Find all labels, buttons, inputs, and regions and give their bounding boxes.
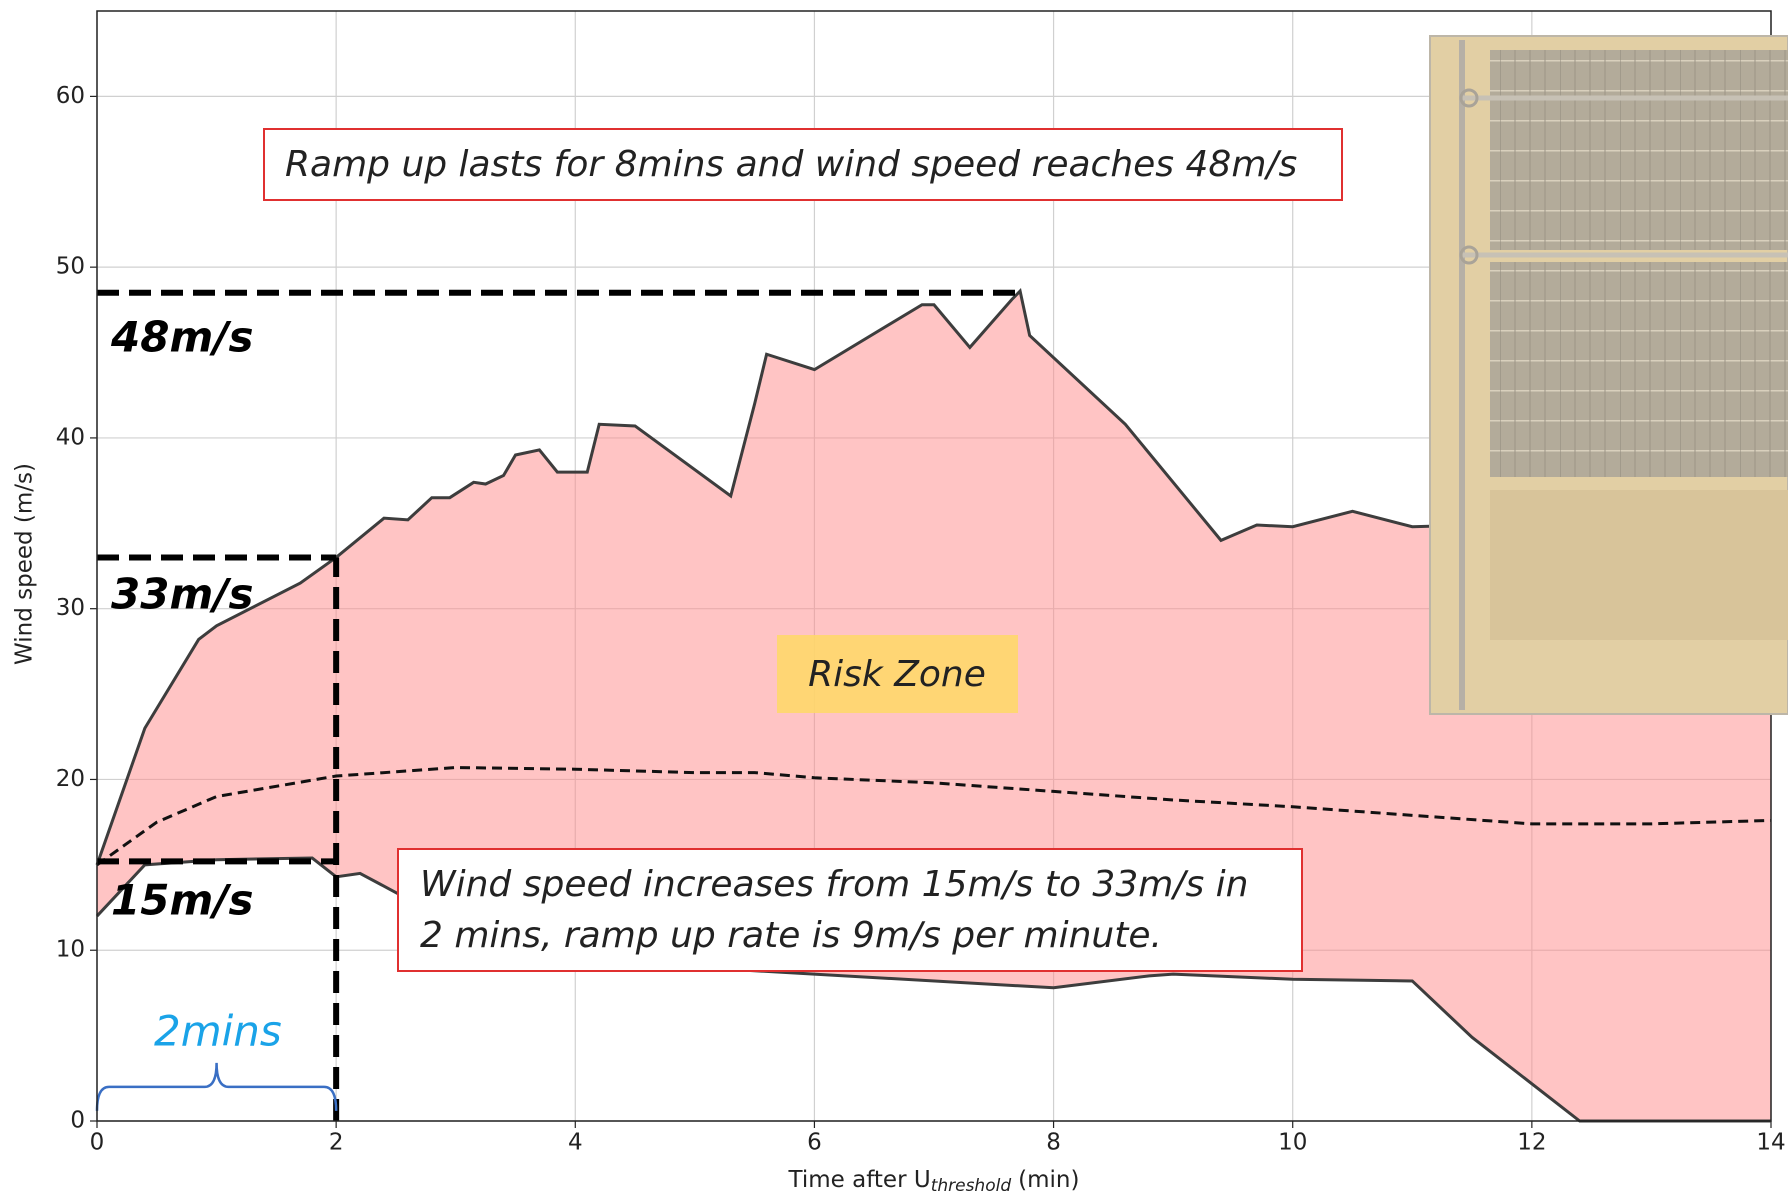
level-label: 33m/s bbox=[111, 570, 254, 619]
annotation-text: Wind speed increases from 15m/s to 33m/s… bbox=[420, 864, 1248, 905]
zone-label: Risk Zone bbox=[808, 654, 986, 695]
x-tick-label: 2 bbox=[329, 1130, 344, 1156]
x-tick-label: 4 bbox=[568, 1130, 583, 1156]
y-tick-label: 30 bbox=[56, 595, 85, 621]
x-axis-label: Time after Uthreshold (min) bbox=[788, 1167, 1080, 1196]
x-tick-label: 10 bbox=[1278, 1130, 1307, 1156]
x-tick-label: 14 bbox=[1756, 1130, 1785, 1156]
y-axis-label: Wind speed (m/s) bbox=[12, 463, 38, 665]
interval-label: 2mins bbox=[154, 1007, 282, 1056]
y-tick-label: 10 bbox=[56, 937, 85, 963]
interval-brace bbox=[95, 1062, 338, 1111]
annotation-2: Wind speed increases from 15m/s to 33m/s… bbox=[397, 848, 1303, 972]
x-label-main: Time after U bbox=[788, 1167, 931, 1193]
annotation-text: Ramp up lasts for 8mins and wind speed r… bbox=[285, 144, 1297, 185]
annotation-text: 2 mins, ramp up rate is 9m/s per minute. bbox=[420, 915, 1162, 956]
y-tick-label: 0 bbox=[70, 1108, 85, 1134]
risk-zone-label: Risk Zone bbox=[777, 635, 1018, 713]
envelope-line bbox=[95, 288, 1772, 866]
x-tick-label: 8 bbox=[1046, 1130, 1061, 1156]
mean-line bbox=[96, 766, 1772, 867]
y-tick-label: 20 bbox=[56, 766, 85, 792]
x-label-sub: threshold bbox=[931, 1176, 1012, 1196]
x-tick-label: 0 bbox=[90, 1130, 105, 1156]
x-tick-label: 6 bbox=[807, 1130, 822, 1156]
x-tick-label: 12 bbox=[1517, 1130, 1546, 1156]
y-tick-label: 60 bbox=[56, 83, 85, 109]
level-label: 15m/s bbox=[111, 876, 254, 925]
level-label: 48m/s bbox=[110, 313, 254, 362]
y-tick-label: 40 bbox=[56, 424, 85, 450]
y-tick-label: 50 bbox=[56, 254, 85, 280]
annotation-1: Ramp up lasts for 8mins and wind speed r… bbox=[263, 128, 1343, 201]
x-label-unit: (min) bbox=[1018, 1167, 1079, 1193]
site-photo bbox=[1429, 35, 1788, 715]
